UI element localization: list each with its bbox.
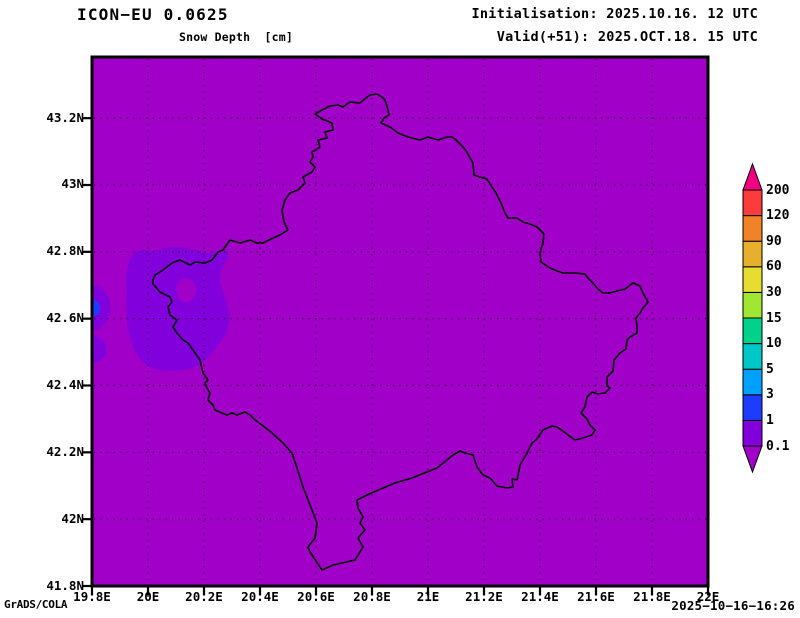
colorbar-segment	[742, 240, 763, 268]
colorbar-segment	[742, 343, 763, 370]
y-axis-label: 42N	[61, 510, 84, 526]
west-edge-snow-patch	[92, 285, 111, 331]
creation-timestamp: 2025−10−16−16:26	[671, 598, 795, 613]
x-axis-label: 20.4E	[241, 589, 279, 604]
y-axis-label: 42.8N	[46, 243, 84, 259]
colorbar-segment	[742, 266, 763, 293]
colorbar-segment	[742, 189, 763, 217]
x-axis-label: 20.8E	[353, 589, 391, 604]
colorbar-label: 0.1	[766, 438, 790, 454]
x-axis-label: 21.8E	[633, 589, 671, 604]
colorbar-over-arrow	[742, 162, 763, 191]
colorbar-segment	[742, 291, 763, 319]
inner-hole-below-min	[176, 278, 196, 302]
x-axis-label: 21.6E	[577, 589, 615, 604]
colorbar-label: 10	[766, 336, 782, 352]
plot-title: Snow Depth [cm]	[179, 30, 293, 44]
y-axis-label: 41.8N	[46, 577, 84, 593]
colorbar-segment	[742, 215, 763, 242]
colorbar-label: 1	[766, 412, 774, 428]
y-axis-label: 43.2N	[46, 109, 84, 125]
axis-ticks	[82, 117, 710, 596]
grads-credit: GrADS/COLA	[4, 598, 68, 611]
x-axis-label: 20.6E	[297, 589, 335, 604]
colorbar-label: 3	[766, 387, 774, 403]
colorbar-label: 120	[766, 208, 790, 224]
colorbar-label: 90	[766, 233, 782, 249]
y-axis-label: 42.4N	[46, 376, 84, 392]
latlon-grid	[94, 59, 706, 584]
kosovo-border	[152, 93, 649, 571]
colorbar-segment	[742, 317, 763, 345]
map-frame	[90, 55, 710, 588]
colorbar-label: 15	[766, 310, 782, 326]
colorbar-label: 30	[766, 284, 782, 300]
y-axis-label: 43N	[61, 176, 84, 192]
west-edge-snow-spot	[92, 300, 100, 316]
colorbar-segment	[742, 419, 763, 447]
x-axis-label: 21.4E	[521, 589, 559, 604]
colorbar-segment	[742, 368, 763, 396]
y-axis-label: 42.2N	[46, 443, 84, 459]
y-axis-label: 42.6N	[46, 310, 84, 326]
colorbar-label: 60	[766, 259, 782, 275]
x-axis-label: 20.2E	[185, 589, 223, 604]
valid-time-label: Valid(+51): 2025.OCT.18. 15 UTC	[496, 29, 758, 45]
model-label: ICON−EU 0.0625	[77, 5, 229, 24]
x-axis-label: 22E	[696, 589, 720, 604]
colorbar-under-arrow	[742, 445, 763, 474]
colorbar-segment	[742, 394, 763, 421]
snow-depth-field	[92, 57, 708, 586]
x-axis-label: 20E	[136, 589, 160, 604]
x-axis-label: 21E	[416, 589, 440, 604]
southwest-edge-snow-patch	[92, 335, 107, 364]
colorbar-label: 200	[766, 182, 790, 198]
colorbar	[742, 162, 763, 474]
init-time-label: Initialisation: 2025.10.16. 12 UTC	[471, 6, 758, 22]
x-axis-label: 21.2E	[465, 589, 503, 604]
colorbar-label: 5	[766, 361, 774, 377]
x-axis-label: 19.8E	[73, 589, 111, 604]
